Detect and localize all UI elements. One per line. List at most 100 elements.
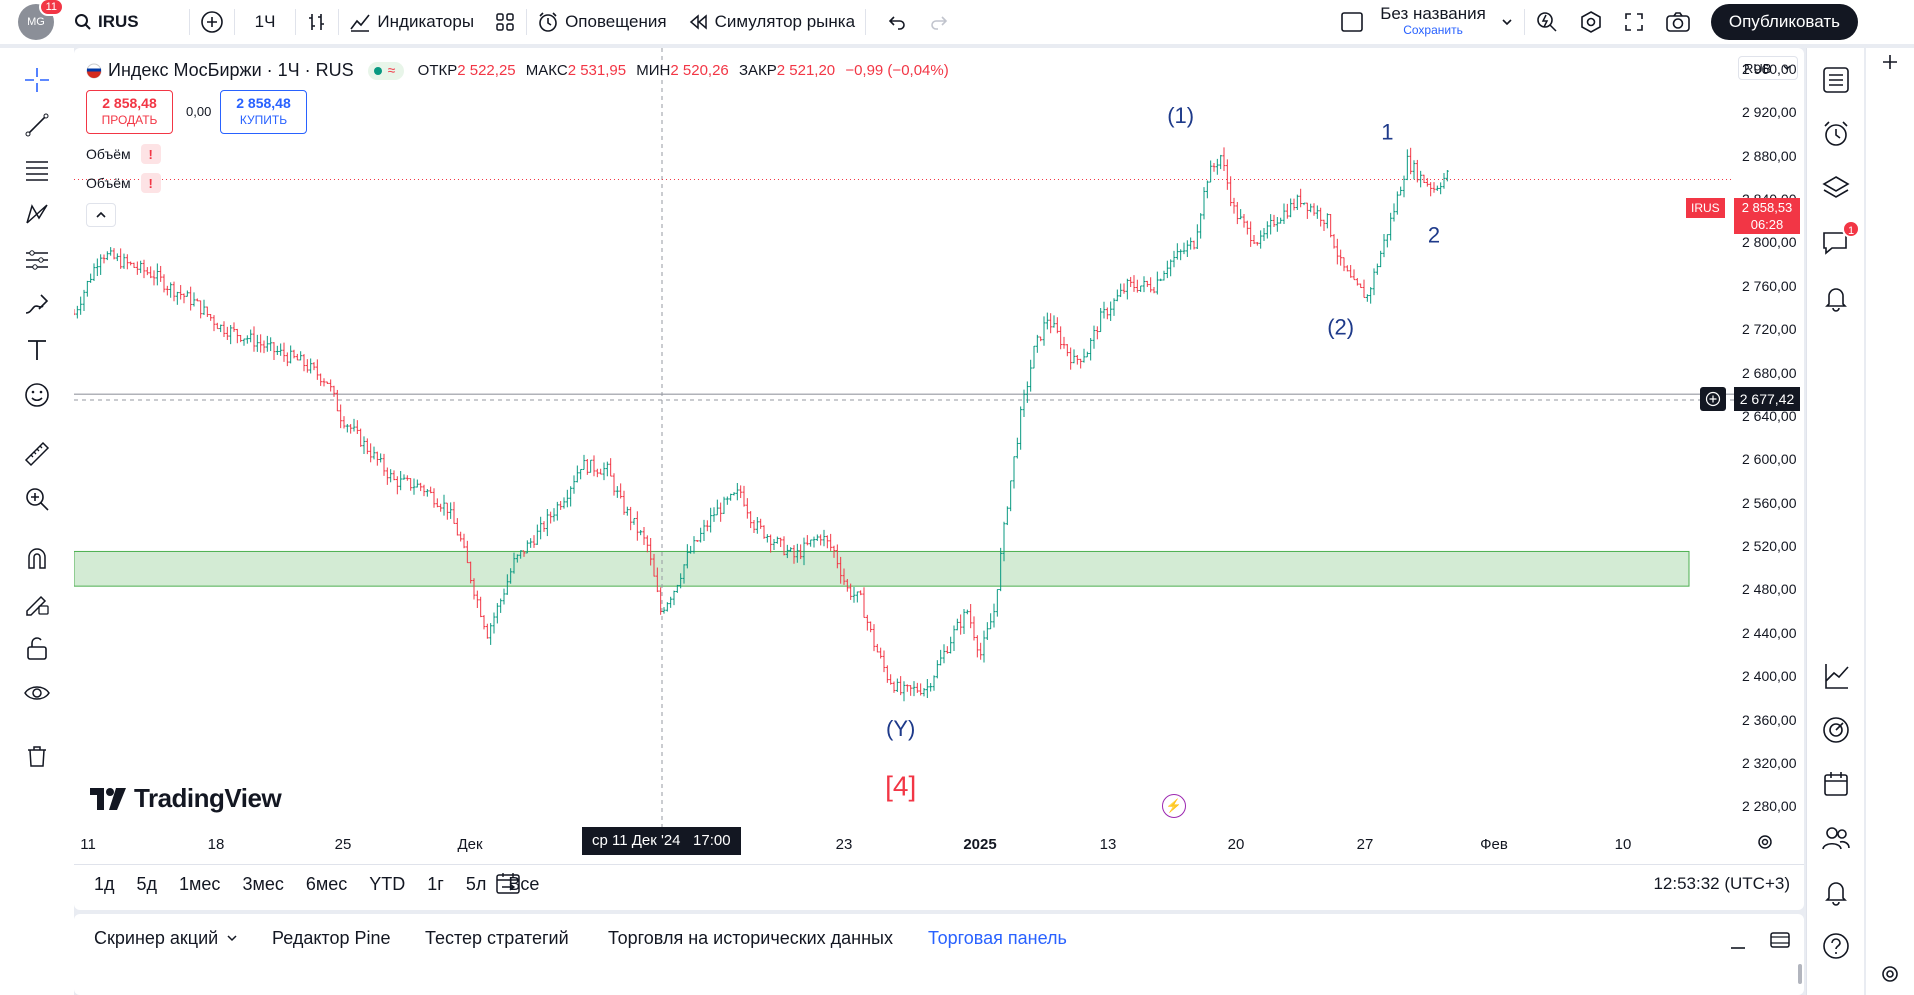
period-button-1г[interactable]: 1г	[427, 874, 444, 894]
watchlist-button[interactable]	[1818, 62, 1854, 98]
lock-tool[interactable]	[19, 630, 55, 666]
zoom-icon	[26, 488, 49, 511]
time-tick-label: 2025	[963, 836, 997, 853]
period-button-3мес[interactable]: 3мес	[242, 874, 284, 894]
zoom-tool[interactable]	[19, 481, 55, 517]
alerts-button[interactable]: Оповещения	[527, 0, 677, 44]
chart-pane[interactable]: (1) 1 2 (2) (Y) [4] Индекс МосБиржи · 1Ч · RU…	[74, 48, 1804, 910]
price-axis[interactable]: 2 960,002 920,002 880,002 840,002 800,00…	[1734, 48, 1804, 828]
period-button-Все[interactable]: Все	[508, 874, 540, 894]
help-button[interactable]	[1818, 928, 1854, 964]
trend-line-icon	[25, 113, 49, 137]
period-button-5л[interactable]: 5л	[465, 874, 487, 894]
layout-save-button[interactable]: Без названия Сохранить	[1330, 0, 1524, 44]
chats-button[interactable]: 1	[1818, 220, 1860, 260]
layout-name-block: Без названия Сохранить	[1380, 4, 1486, 37]
settings-icon	[1581, 11, 1601, 33]
period-button-5д[interactable]: 5д	[136, 874, 158, 894]
tab-pine-editor[interactable]: Редактор Pine	[272, 928, 391, 948]
magnet-tool[interactable]	[19, 540, 55, 576]
tab-replay-trading[interactable]: Торговля на исторических данных	[608, 928, 893, 948]
object-tree-button[interactable]	[1818, 170, 1854, 206]
buy-button[interactable]: 2 858,48 КУПИТЬ	[220, 90, 307, 134]
time-tick-label: 20	[1227, 836, 1245, 853]
price-chart[interactable]: (1) 1 2 (2) (Y) [4]	[74, 48, 1734, 828]
warning-icon[interactable]: !	[140, 144, 161, 164]
minimize-panel-button[interactable]	[1728, 932, 1748, 957]
chart-type-button[interactable]	[296, 0, 338, 44]
fib-tool[interactable]	[19, 152, 55, 188]
sell-button[interactable]: 2 858,48 ПРОДАТЬ	[86, 90, 173, 134]
maximize-panel-button[interactable]	[1768, 928, 1792, 957]
tab-screener[interactable]: Скринер акций	[94, 928, 238, 949]
warning-icon[interactable]: !	[140, 173, 161, 193]
date-range-button[interactable]	[494, 871, 522, 902]
collapse-legend-button[interactable]	[86, 203, 116, 227]
minimize-icon	[1731, 947, 1745, 949]
pattern-tool[interactable]	[19, 197, 55, 233]
timezone-clock[interactable]: 12:53:32 (UTC+3)	[1653, 874, 1790, 893]
templates-button[interactable]	[484, 0, 526, 44]
period-button-YTD[interactable]: YTD	[369, 874, 406, 894]
crosshair-add-button[interactable]	[1700, 387, 1726, 411]
undo-button[interactable]	[876, 0, 918, 44]
chevron-up-icon	[96, 211, 106, 218]
crosshair-tool[interactable]	[19, 62, 55, 98]
ideas-button[interactable]	[1818, 658, 1854, 694]
symbol-search-button[interactable]: IRUS	[64, 0, 149, 44]
tab-strategy-tester[interactable]: Тестер стратегий	[425, 928, 569, 948]
axis-settings-button[interactable]	[1756, 833, 1774, 856]
snapshot-button[interactable]	[1655, 0, 1701, 44]
volume-indicator-2[interactable]: Объём!	[86, 173, 161, 193]
text-tool[interactable]	[19, 332, 55, 368]
period-button-6мес[interactable]: 6мес	[305, 874, 348, 894]
eye-icon	[24, 686, 50, 700]
symbol-title[interactable]: Индекс МосБиржи · 1Ч · RUS	[108, 60, 354, 80]
community-button[interactable]	[1818, 820, 1854, 856]
emoji-tool[interactable]	[19, 377, 55, 413]
separator	[233, 9, 235, 35]
currency-selector[interactable]: RUB	[1738, 56, 1798, 80]
indicators-button[interactable]: Индикаторы	[339, 0, 484, 44]
calendar-button[interactable]	[1818, 766, 1854, 802]
compare-button[interactable]	[190, 0, 234, 44]
price-tick-label: 2 440,00	[1742, 624, 1797, 641]
separator	[338, 9, 340, 35]
hide-drawings-tool[interactable]	[19, 675, 55, 711]
period-selector: 1д 5д 1мес 3мес 6мес YTD 1г 5л Все	[94, 874, 539, 895]
add-widget-button[interactable]	[1880, 52, 1900, 77]
interval-button[interactable]: 1Ч	[254, 12, 276, 31]
alerts-panel-button[interactable]	[1818, 116, 1854, 152]
event-flash-icon[interactable]: ⚡	[1162, 794, 1186, 818]
trend-line-tool[interactable]	[19, 107, 55, 143]
settings-gear-button[interactable]	[1879, 963, 1901, 990]
projection-tool[interactable]	[19, 242, 55, 278]
scrollbar[interactable]	[1798, 964, 1802, 984]
lock-drawings-tool[interactable]	[19, 585, 55, 621]
hotlists-button[interactable]	[1818, 712, 1854, 748]
volume-indicator-1[interactable]: Объём!	[86, 144, 161, 164]
wave-label: 1	[1381, 119, 1393, 144]
price-tick-label: 2 480,00	[1742, 581, 1797, 598]
notifications-button[interactable]	[1818, 280, 1854, 316]
fullscreen-button[interactable]	[1613, 0, 1655, 44]
price-tick-label: 2 760,00	[1742, 277, 1797, 294]
tab-trading-panel[interactable]: Торговая панель	[928, 928, 1067, 948]
settings-button[interactable]	[1569, 0, 1613, 44]
quick-search-button[interactable]	[1525, 0, 1569, 44]
time-tick-label: Дек	[457, 836, 483, 853]
avatar[interactable]: MG 11	[18, 0, 64, 40]
trend-ideas-icon	[1825, 664, 1849, 689]
ohlc-values: ОТКР2 522,25 МАКС2 531,95 МИН2 520,26 ЗА…	[417, 62, 949, 79]
wave-label: (1)	[1167, 103, 1194, 128]
redo-button[interactable]	[918, 0, 960, 44]
brush-tool[interactable]	[19, 287, 55, 323]
period-button-1мес[interactable]: 1мес	[179, 874, 221, 894]
period-button-1д[interactable]: 1д	[94, 874, 115, 894]
ruler-tool[interactable]	[19, 436, 55, 472]
replay-button[interactable]: Симулятор рынка	[677, 0, 865, 44]
publish-button[interactable]: Опубликовать	[1710, 4, 1858, 40]
spread-value: 0,00	[186, 104, 212, 119]
bottom-notifications-button[interactable]	[1818, 874, 1854, 910]
remove-drawings-tool[interactable]	[19, 738, 55, 774]
